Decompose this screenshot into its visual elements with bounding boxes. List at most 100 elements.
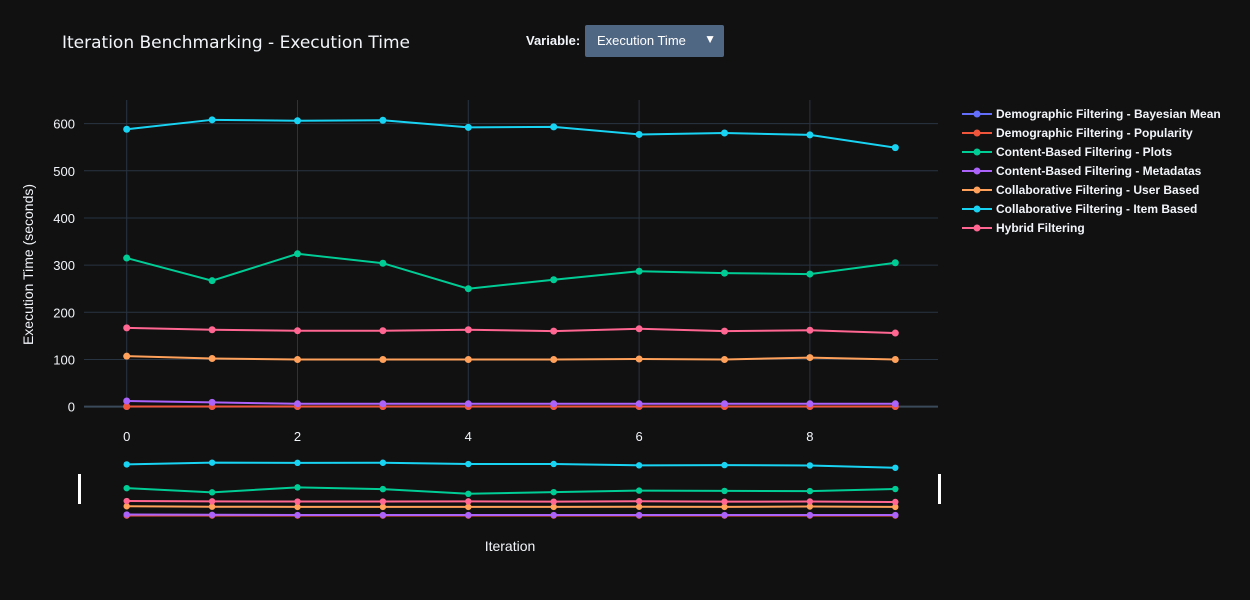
slider-data-point [208, 498, 216, 505]
slider-data-point [550, 460, 557, 468]
data-point [464, 285, 472, 293]
data-point [550, 123, 558, 131]
slider-series-line [126, 461, 896, 469]
range-slider-left-handle[interactable] [78, 474, 81, 504]
y-tick-label: 0 [68, 400, 75, 415]
slider-data-point [550, 498, 557, 505]
slider-data-point [379, 459, 387, 466]
data-point [294, 117, 301, 125]
slider-data-point [379, 503, 387, 511]
data-point [294, 355, 301, 363]
slider-data-point [806, 498, 814, 505]
data-point [721, 129, 728, 137]
data-point [635, 130, 643, 138]
chart-title: Iteration Benchmarking - Execution Time [62, 33, 411, 53]
slider-data-point [379, 511, 387, 519]
slider-data-point [550, 511, 557, 519]
data-point [123, 403, 131, 411]
legend-swatch [962, 148, 992, 156]
data-point [550, 276, 558, 284]
variable-dropdown-value: Execution Time [597, 33, 686, 48]
series-line [126, 252, 896, 290]
data-point [294, 250, 301, 258]
slider-data-point [635, 511, 643, 519]
legend-label: Collaborative Filtering - Item Based [996, 202, 1198, 216]
series-layer [123, 116, 899, 411]
data-point [891, 259, 899, 267]
slider-series-line [126, 486, 896, 495]
slider-data-point [123, 461, 130, 468]
data-point [806, 270, 814, 278]
y-axis-title: Execution Time (seconds) [20, 184, 36, 345]
data-point [379, 116, 387, 124]
data-point [208, 398, 216, 406]
legend-swatch [962, 186, 992, 194]
variable-label: Variable: [526, 33, 581, 48]
data-point [721, 269, 728, 277]
slider-series-line [126, 513, 896, 517]
variable-dropdown[interactable]: Execution Time ▼ [585, 25, 724, 57]
y-tick-label: 200 [53, 305, 75, 320]
slider-data-point [635, 462, 643, 469]
slider-data-point [123, 503, 130, 510]
slider-data-point [721, 511, 728, 519]
data-point [208, 355, 216, 363]
slider-data-point [892, 498, 899, 506]
slider-data-point [806, 511, 814, 519]
slider-data-point [635, 498, 643, 505]
slider-data-point [208, 459, 216, 466]
slider-data-point [294, 459, 301, 467]
slider-data-point [294, 503, 301, 511]
slider-data-point [465, 503, 472, 511]
slider-data-point [721, 487, 728, 495]
x-tick-label: 8 [806, 429, 813, 444]
slider-data-point [465, 511, 472, 519]
legend-swatch [962, 167, 992, 175]
slider-data-point [208, 489, 216, 496]
slider-data-point [806, 487, 814, 495]
data-point [806, 354, 814, 362]
data-point [208, 277, 216, 285]
series-line [126, 355, 896, 361]
x-axis-title: Iteration [485, 538, 536, 554]
data-point [806, 131, 814, 139]
slider-data-point [123, 511, 130, 518]
slider-data-point [123, 484, 130, 492]
data-point [550, 327, 558, 335]
slider-data-point [294, 511, 301, 519]
slider-data-point [806, 503, 814, 510]
data-point [721, 327, 728, 335]
slider-data-point [721, 503, 728, 511]
data-point [294, 327, 301, 335]
data-point [635, 400, 643, 408]
data-point [379, 355, 387, 363]
y-tick-label: 100 [53, 352, 75, 367]
data-point [379, 400, 387, 408]
range-slider-right-handle[interactable] [938, 474, 941, 504]
slider-data-point [123, 497, 130, 505]
chevron-down-icon: ▼ [704, 32, 716, 46]
legend-swatch [962, 224, 992, 232]
series-line [126, 118, 896, 149]
y-tick-label: 500 [53, 164, 75, 179]
data-point [721, 355, 728, 363]
data-point [208, 116, 216, 124]
data-point [464, 123, 472, 131]
data-point [635, 325, 643, 333]
data-point [464, 355, 472, 363]
slider-data-point [465, 460, 472, 468]
data-point [550, 400, 558, 408]
slider-series-line [126, 505, 896, 508]
slider-data-point [208, 511, 216, 518]
slider-data-point [550, 488, 557, 496]
data-point [891, 144, 899, 152]
data-point [891, 355, 899, 363]
slider-data-point [721, 498, 728, 505]
slider-data-point [892, 503, 899, 511]
legend-label: Content-Based Filtering - Plots [996, 145, 1173, 159]
series-line [126, 399, 896, 405]
data-point [464, 326, 472, 334]
slider-data-point [379, 498, 387, 505]
data-point [721, 400, 728, 408]
